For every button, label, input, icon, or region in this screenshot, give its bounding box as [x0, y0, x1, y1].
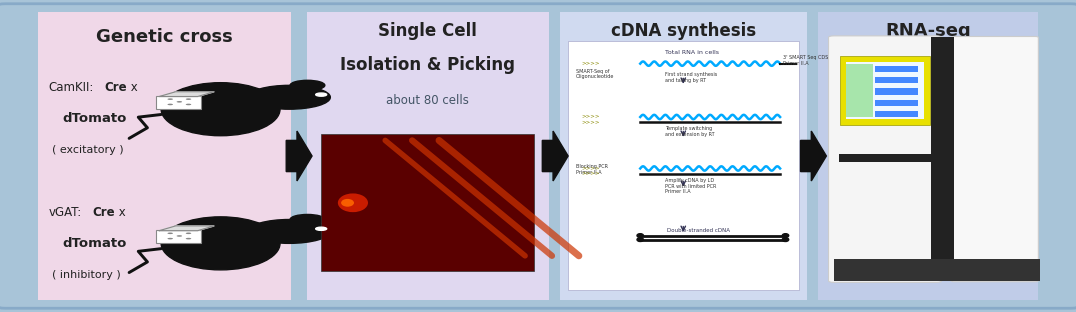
- Ellipse shape: [247, 220, 330, 243]
- Ellipse shape: [291, 214, 325, 225]
- Text: Blocking PCR
Primer II.A: Blocking PCR Primer II.A: [576, 164, 608, 175]
- Bar: [931, 37, 954, 281]
- Bar: [875, 77, 918, 83]
- Text: Genetic cross: Genetic cross: [96, 28, 232, 46]
- Text: 3' SMART Seq CDS
Primer II.A: 3' SMART Seq CDS Primer II.A: [783, 55, 829, 66]
- Bar: [875, 88, 918, 95]
- Text: >>>>: >>>>: [581, 119, 599, 124]
- Text: First strand synthesis
and tailing by RT: First strand synthesis and tailing by RT: [665, 72, 718, 83]
- Ellipse shape: [186, 98, 192, 100]
- Text: >>>>: >>>>: [581, 60, 599, 65]
- Bar: [568, 41, 799, 290]
- Ellipse shape: [247, 85, 330, 109]
- Text: cDNA synthesis: cDNA synthesis: [611, 22, 755, 40]
- Text: Total RNA in cells: Total RNA in cells: [665, 50, 719, 55]
- Ellipse shape: [186, 238, 192, 239]
- Polygon shape: [159, 226, 214, 231]
- Ellipse shape: [338, 193, 368, 212]
- Text: ( inhibitory ): ( inhibitory ): [52, 270, 121, 280]
- Bar: [875, 100, 918, 106]
- Ellipse shape: [186, 104, 192, 105]
- Ellipse shape: [168, 232, 173, 234]
- Ellipse shape: [782, 238, 789, 241]
- Ellipse shape: [637, 238, 643, 241]
- Text: SMART-Seq of
Oligonucleotide: SMART-Seq of Oligonucleotide: [576, 69, 614, 80]
- Text: Template switching
and extension by RT: Template switching and extension by RT: [665, 126, 714, 137]
- Text: RNA-seq: RNA-seq: [886, 22, 971, 40]
- Bar: [846, 64, 873, 117]
- Text: x: x: [127, 81, 138, 94]
- Ellipse shape: [315, 227, 327, 230]
- Text: about 80 cells: about 80 cells: [386, 94, 469, 107]
- Text: Double-stranded cDNA: Double-stranded cDNA: [667, 228, 731, 233]
- Bar: [560, 12, 807, 300]
- Text: x: x: [115, 206, 126, 219]
- Ellipse shape: [168, 98, 173, 100]
- Text: CamKII:: CamKII:: [48, 81, 94, 94]
- Ellipse shape: [168, 104, 173, 105]
- Text: Amplify cDNA by LD
PCR with limited PCR
Primer II.A: Amplify cDNA by LD PCR with limited PCR …: [665, 178, 717, 194]
- Ellipse shape: [168, 238, 173, 239]
- Text: vGAT:: vGAT:: [48, 206, 82, 219]
- Text: Single Cell: Single Cell: [379, 22, 477, 40]
- Text: ( excitatory ): ( excitatory ): [52, 145, 124, 155]
- Ellipse shape: [176, 101, 182, 103]
- Text: dTomato: dTomato: [62, 237, 127, 250]
- Bar: [875, 111, 918, 117]
- Bar: [840, 56, 930, 125]
- FancyArrow shape: [801, 131, 826, 181]
- FancyArrow shape: [286, 131, 312, 181]
- Text: >>>>: >>>>: [581, 114, 599, 119]
- Ellipse shape: [161, 83, 280, 136]
- Ellipse shape: [782, 234, 789, 237]
- Bar: [307, 12, 549, 300]
- FancyBboxPatch shape: [156, 95, 201, 109]
- FancyBboxPatch shape: [951, 37, 1038, 282]
- Ellipse shape: [341, 199, 354, 207]
- Ellipse shape: [291, 80, 325, 90]
- Ellipse shape: [186, 232, 192, 234]
- Ellipse shape: [176, 235, 182, 237]
- Ellipse shape: [637, 234, 643, 237]
- Text: Cre: Cre: [104, 81, 127, 94]
- Bar: [834, 259, 1040, 281]
- Text: dTomato: dTomato: [62, 112, 127, 125]
- Text: >>>>: >>>>: [581, 171, 599, 176]
- FancyArrow shape: [542, 131, 568, 181]
- Ellipse shape: [315, 93, 327, 96]
- FancyBboxPatch shape: [829, 36, 942, 282]
- Bar: [321, 134, 534, 271]
- Bar: [818, 12, 1038, 300]
- Bar: [839, 154, 954, 162]
- Polygon shape: [159, 92, 214, 96]
- Text: Isolation & Picking: Isolation & Picking: [340, 56, 515, 74]
- Ellipse shape: [161, 217, 280, 270]
- Bar: [875, 66, 918, 72]
- Text: >>>>: >>>>: [581, 165, 599, 170]
- Bar: [846, 62, 924, 119]
- Text: Cre: Cre: [93, 206, 115, 219]
- FancyBboxPatch shape: [0, 4, 1076, 308]
- FancyBboxPatch shape: [156, 230, 201, 243]
- Bar: [38, 12, 291, 300]
